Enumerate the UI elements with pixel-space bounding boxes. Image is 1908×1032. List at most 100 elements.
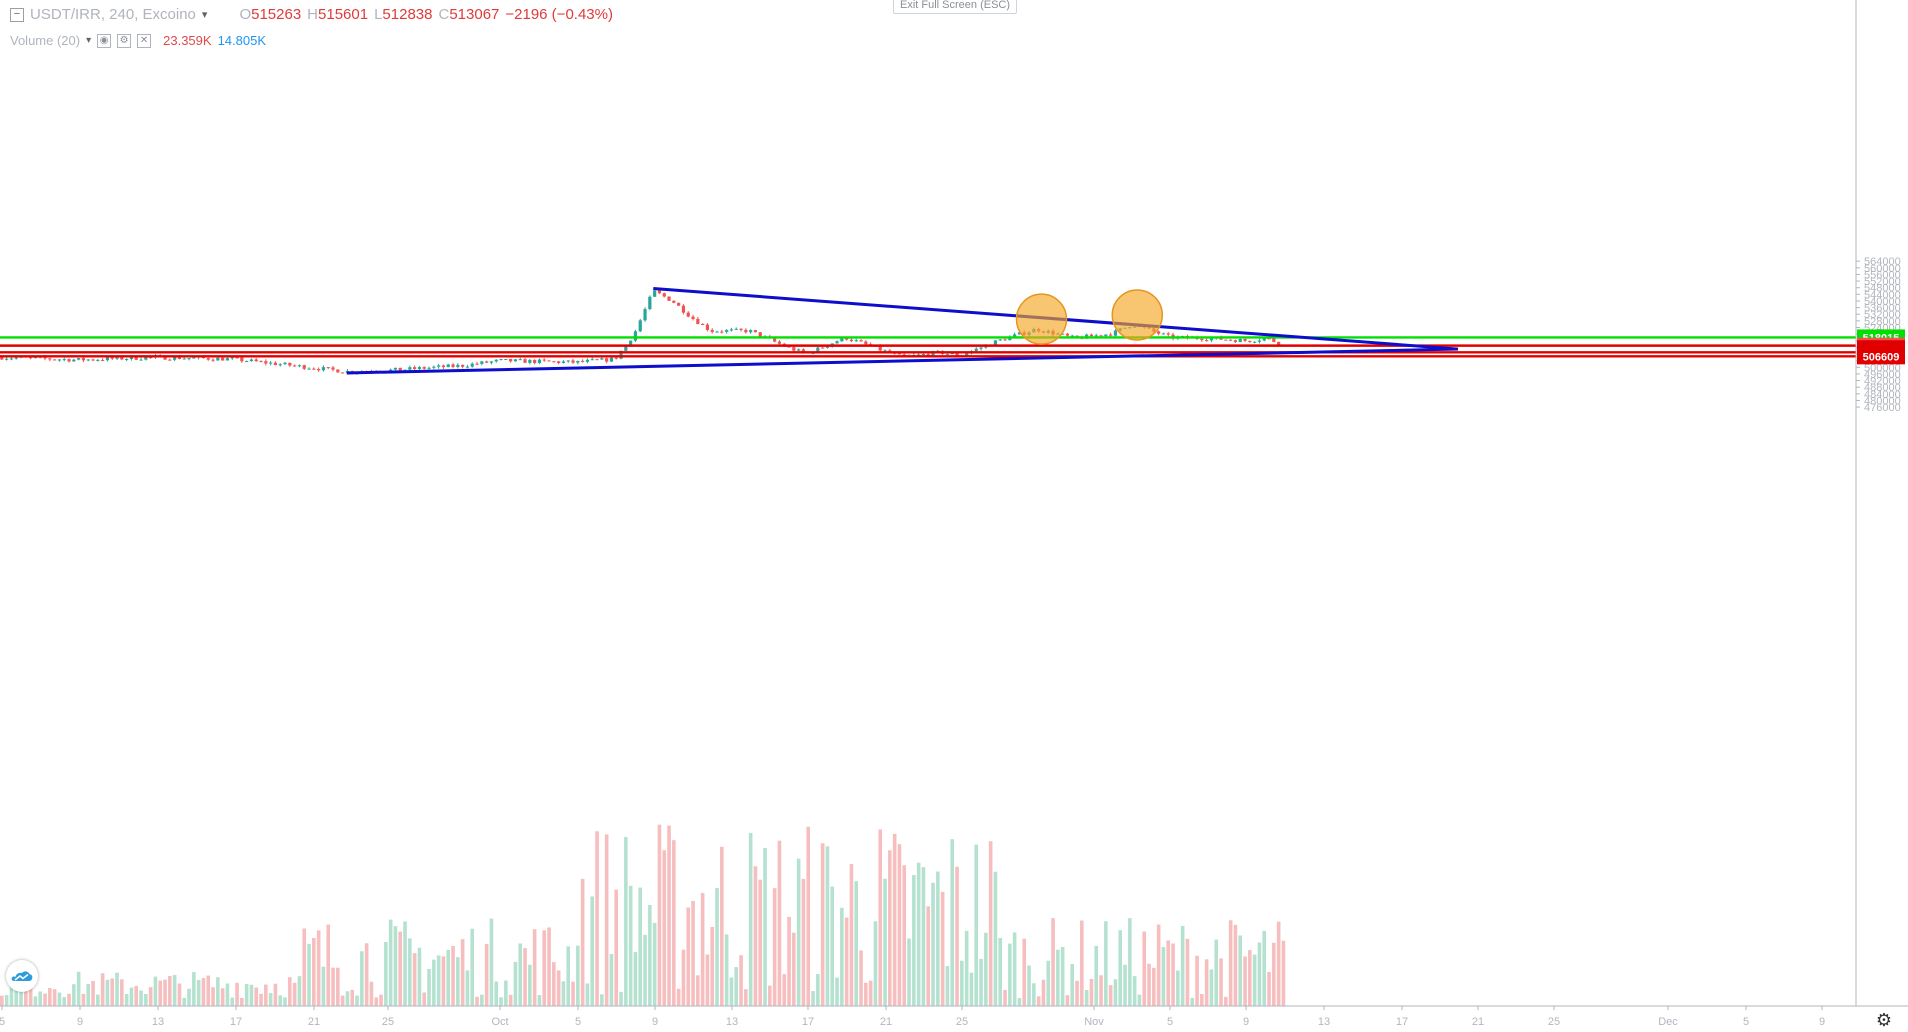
price-tick-label: 528000 <box>1864 316 1901 328</box>
volume-bar <box>86 984 91 1006</box>
candle-body <box>451 364 455 367</box>
candle-body <box>297 365 302 367</box>
price-tick-label: 500000 <box>1864 362 1901 374</box>
candle-body <box>1238 339 1242 343</box>
volume-bar <box>369 981 374 1006</box>
candle-body <box>489 361 494 363</box>
volume-bar <box>456 957 460 1006</box>
volume-bar <box>1204 959 1209 1006</box>
candle-body <box>701 323 705 325</box>
candle-body <box>427 367 431 369</box>
candle-body <box>62 359 66 361</box>
volume-label[interactable]: Volume (20) <box>10 33 81 48</box>
settings-icon[interactable]: ⚙ <box>117 33 132 48</box>
candle-body <box>485 361 489 363</box>
candle-body <box>715 331 719 333</box>
candle-body <box>475 363 479 365</box>
close-label: C513067 <box>438 6 500 23</box>
candle-body <box>638 320 642 332</box>
exit-fullscreen-button[interactable]: Exit Full Screen (ESC) <box>893 0 1018 14</box>
candle-body <box>422 367 426 369</box>
price-tick-label: 540000 <box>1864 296 1901 308</box>
candle-body <box>187 358 191 360</box>
candle-body <box>456 364 460 367</box>
price-badge-label: 506609 <box>1863 351 1900 363</box>
volume-bar <box>1209 969 1214 1006</box>
volume-bar <box>43 993 47 1006</box>
candle-body <box>1200 338 1204 341</box>
candle-body <box>1061 333 1065 335</box>
volume-bar <box>1257 942 1262 1006</box>
candle-body <box>677 302 681 306</box>
high-value: 515601 <box>318 6 369 23</box>
volume-bar <box>110 978 115 1006</box>
candle-body <box>1113 330 1118 336</box>
volume-bar <box>360 951 364 1006</box>
candle-body <box>331 367 335 370</box>
candle-body <box>101 359 105 361</box>
volume-bar <box>696 975 700 1006</box>
volume-bar <box>600 994 604 1006</box>
candle-body <box>1161 333 1166 335</box>
volume-bar <box>734 967 739 1006</box>
candle-body <box>955 353 959 357</box>
volume-bar <box>1152 967 1156 1006</box>
volume-bar <box>993 871 998 1006</box>
candle-body <box>965 353 969 356</box>
volume-bar <box>974 844 979 1006</box>
gear-icon[interactable]: ⚙ <box>1875 1010 1893 1030</box>
candle-body <box>729 329 734 331</box>
volume-bar <box>523 948 527 1006</box>
candle-body <box>437 365 441 367</box>
ascending-trendline <box>346 347 1459 375</box>
volume-bar <box>883 878 887 1006</box>
candle-body <box>1257 340 1262 342</box>
horizontal-levels[interactable] <box>0 336 1856 358</box>
volume-bar <box>537 995 542 1006</box>
minus-square-icon[interactable]: − <box>10 7 24 22</box>
low-value: 512838 <box>382 6 433 23</box>
candle-body <box>528 359 532 363</box>
volume-bar <box>849 864 854 1006</box>
close-icon[interactable]: ✕ <box>137 33 152 48</box>
volume-bar <box>969 972 974 1006</box>
candle-body <box>163 355 167 360</box>
candle-body <box>509 358 513 362</box>
volume-value-1: 23.359K <box>163 33 212 48</box>
candle-body <box>979 347 983 349</box>
price-axis[interactable]: 5640005600005560005520005480005440005400… <box>1855 0 1905 1006</box>
tradingview-logo-icon[interactable] <box>6 960 38 992</box>
volume-bar <box>1051 918 1055 1006</box>
trendlines[interactable] <box>346 287 1459 375</box>
candle-body <box>974 348 978 352</box>
volume-bar <box>648 904 652 1006</box>
volume-bar <box>163 979 167 1006</box>
volume-bar <box>676 988 681 1006</box>
volume-bar <box>1046 960 1051 1006</box>
volume-bar <box>403 921 407 1006</box>
volume-bar <box>1022 938 1027 1006</box>
volume-bar <box>115 972 119 1006</box>
candle-body <box>77 358 81 360</box>
candle-body <box>417 367 422 369</box>
volume-bar <box>91 981 95 1006</box>
volume-bar <box>417 947 422 1006</box>
volume-bar <box>316 930 321 1006</box>
volume-bar <box>216 977 220 1006</box>
volume-bar <box>1238 935 1243 1006</box>
candle-body <box>494 359 498 362</box>
candle-body <box>182 358 186 360</box>
eye-icon[interactable]: ◉ <box>97 33 112 48</box>
volume-bar <box>33 996 38 1006</box>
chevron-down-icon[interactable]: ▾ <box>201 9 208 21</box>
highlight-circles[interactable] <box>1015 289 1164 345</box>
candlesticks <box>0 289 1286 375</box>
time-axis[interactable]: 5 9 13 17 21 25 Oct 5 9 13 17 21 25 Nov 5 9 13 17 21 25 Dec 5… <box>0 1005 1908 1028</box>
volume-bar <box>984 932 988 1006</box>
volume-bar <box>1156 924 1161 1006</box>
volume-bar <box>393 926 398 1006</box>
symbol-name[interactable]: USDT/IRR, 240, Excoino <box>30 6 196 23</box>
volume-bar <box>148 987 153 1006</box>
chevron-down-icon[interactable]: ▾ <box>86 35 92 46</box>
